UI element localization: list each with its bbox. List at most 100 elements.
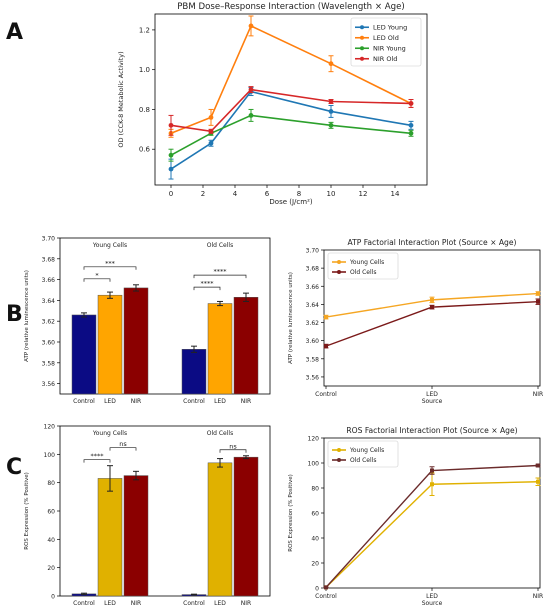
legend-box <box>350 17 422 67</box>
x-tick-label: LED <box>426 391 438 398</box>
chart-title: PBM Dose–Response Interaction (Wavelengt… <box>177 2 405 12</box>
bar <box>181 349 207 395</box>
y-axis-label: ATP (relative luminescence units) <box>24 270 30 362</box>
data-point <box>408 122 414 128</box>
data-point <box>328 61 334 67</box>
significance-bracket <box>83 266 137 270</box>
group-label: Old Cells <box>207 242 233 249</box>
data-point <box>328 99 334 104</box>
series-line <box>170 114 412 156</box>
series-line <box>170 88 412 133</box>
legend-entry: NIR Old <box>373 55 397 63</box>
legend-marker <box>360 35 364 40</box>
x-tick-label: Control <box>315 391 337 398</box>
significance-label: **** <box>214 268 228 276</box>
x-tick-label: 0 <box>169 190 173 198</box>
x-tick-label: NIR <box>241 600 251 607</box>
y-tick-label: 3.66 <box>42 277 56 284</box>
legend-marker <box>337 260 341 264</box>
bar <box>207 303 233 395</box>
data-point <box>324 315 328 320</box>
y-tick-label: 3.62 <box>42 319 56 326</box>
x-tick-label: 12 <box>359 190 368 198</box>
significance-label: ns <box>229 442 237 450</box>
bar <box>207 462 233 597</box>
y-tick-label: 20 <box>311 561 319 568</box>
x-tick-label: 14 <box>391 190 400 198</box>
data-point <box>208 128 214 134</box>
x-axis-label: Source <box>422 600 443 607</box>
data-point <box>430 305 434 310</box>
legend-marker <box>360 46 364 51</box>
legend-marker <box>337 270 341 274</box>
x-tick-label: 10 <box>327 190 336 198</box>
legend-marker <box>360 56 364 61</box>
y-tick-label: 0.8 <box>139 106 150 114</box>
x-tick-label: LED <box>214 600 226 607</box>
legend-entry: LED Old <box>373 34 399 42</box>
x-tick-label: LED <box>426 593 438 600</box>
significance-bracket <box>219 449 247 453</box>
bar <box>97 294 123 395</box>
legend-marker <box>337 458 341 462</box>
data-point <box>248 23 254 29</box>
significance-bracket <box>83 278 111 282</box>
significance-bracket <box>109 447 137 451</box>
y-tick-label: 0 <box>315 586 319 593</box>
y-tick-label: 3.64 <box>306 302 320 309</box>
data-point <box>536 299 540 304</box>
bar <box>123 287 149 395</box>
y-axis-label: OD (CCK-8 Metabolic Activity) <box>117 51 125 147</box>
y-tick-label: 60 <box>311 511 319 518</box>
y-tick-label: 0 <box>51 594 55 601</box>
y-tick-label: 3.58 <box>42 360 56 367</box>
x-tick-label: NIR <box>131 398 141 405</box>
data-point <box>430 297 434 302</box>
y-tick-label: 3.58 <box>306 356 320 363</box>
legend-marker <box>337 448 341 452</box>
significance-bracket <box>193 274 247 279</box>
y-tick-label: 3.60 <box>306 338 320 345</box>
legend-entry: NIR Young <box>373 45 406 53</box>
data-point <box>168 152 174 158</box>
data-point <box>408 130 414 136</box>
x-axis-label: Dose (J/cm²) <box>269 198 312 206</box>
plot-frame <box>59 237 271 395</box>
ros-bar-chart: 0 20 40 60 80 100 120 ROS Expression (% Positiv… <box>24 424 271 607</box>
y-tick-label: 3.70 <box>42 236 56 243</box>
x-tick-label: 4 <box>233 190 238 198</box>
y-tick-label: 120 <box>308 436 320 443</box>
x-axis-label: Source <box>422 398 443 405</box>
y-tick-label: 80 <box>311 486 319 493</box>
y-tick-label: 0.6 <box>139 146 151 154</box>
y-tick-label: 100 <box>44 452 56 459</box>
significance-label: *** <box>105 259 116 267</box>
y-tick-label: 1.0 <box>139 66 150 74</box>
significance-label: * <box>95 271 99 279</box>
bar <box>97 478 123 597</box>
data-point <box>408 101 414 106</box>
y-tick-label: 3.66 <box>306 284 320 291</box>
legend-entry: Old Cells <box>350 269 376 276</box>
y-axis-label: ATP (relative luminescence units) <box>288 272 294 364</box>
ros-interaction-chart: 0 20 40 60 80 100 120 ROS Factorial Interaction… <box>288 426 543 607</box>
data-point <box>324 585 328 590</box>
panel-label-b: B <box>6 302 23 327</box>
y-tick-label: 3.68 <box>306 266 320 273</box>
x-tick-label: 2 <box>201 190 205 198</box>
y-tick-label: 40 <box>47 537 55 544</box>
x-tick-label: Control <box>73 398 95 405</box>
x-tick-label: Control <box>73 600 95 607</box>
data-point <box>208 114 214 120</box>
y-tick-label: 3.56 <box>42 381 56 388</box>
legend-entry: Young Cells <box>349 259 384 266</box>
x-tick-label: LED <box>104 600 116 607</box>
panel-label-c: C <box>6 455 23 480</box>
y-tick-label: 40 <box>311 536 319 543</box>
y-tick-label: 3.60 <box>42 340 56 347</box>
y-tick-label: 60 <box>47 509 55 516</box>
data-point <box>248 113 254 118</box>
y-axis-label: ROS Expression (% Positive) <box>24 472 30 549</box>
legend-marker <box>360 25 364 30</box>
y-tick-label: 3.56 <box>306 374 320 381</box>
